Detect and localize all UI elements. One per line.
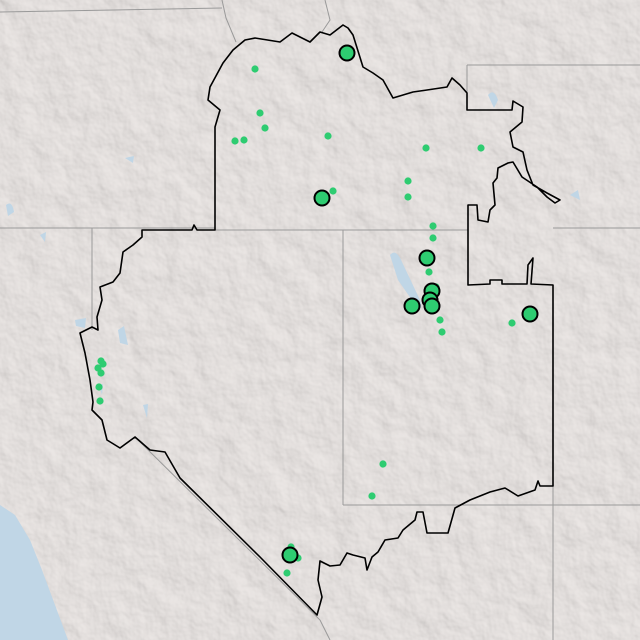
location-dot: [261, 124, 269, 132]
location-dot: [404, 177, 412, 185]
location-dot: [283, 569, 291, 577]
location-marker: [281, 546, 299, 564]
lake: [570, 190, 580, 200]
lake: [75, 318, 86, 328]
location-dot: [324, 132, 332, 140]
location-dot: [97, 369, 105, 377]
location-dot: [368, 492, 376, 500]
location-dot: [429, 234, 437, 242]
lakes: [6, 92, 580, 418]
location-dot: [477, 144, 485, 152]
region-outline: [79, 24, 561, 616]
lake: [118, 326, 128, 345]
location-dot: [251, 65, 259, 73]
lake: [40, 232, 46, 242]
location-dot: [96, 397, 104, 405]
lake: [125, 156, 134, 163]
location-marker: [338, 44, 356, 62]
location-dot: [99, 360, 107, 368]
location-dot: [256, 109, 264, 117]
state-line: [321, 0, 331, 33]
lake: [390, 252, 422, 308]
state-line: [221, 0, 237, 43]
location-dot: [95, 383, 103, 391]
location-marker: [403, 297, 421, 315]
location-marker: [418, 249, 436, 267]
location-dot: [404, 193, 412, 201]
location-dot: [379, 460, 387, 468]
lake: [488, 92, 498, 108]
state-line: [0, 7, 223, 13]
large-markers: [281, 44, 539, 564]
location-dot: [436, 316, 444, 324]
location-dot: [422, 144, 430, 152]
state-line: [134, 436, 331, 640]
lake: [143, 404, 148, 418]
location-marker: [423, 297, 441, 315]
location-marker: [521, 305, 539, 323]
location-dot: [438, 328, 446, 336]
location-dot: [508, 319, 516, 327]
location-dot: [231, 137, 239, 145]
location-dot: [429, 222, 437, 230]
ocean: [0, 505, 68, 640]
location-dot: [240, 136, 248, 144]
location-dot: [425, 268, 433, 276]
small-markers: [94, 65, 516, 577]
lake: [6, 203, 14, 216]
location-marker: [313, 189, 331, 207]
location-dot: [329, 187, 337, 195]
